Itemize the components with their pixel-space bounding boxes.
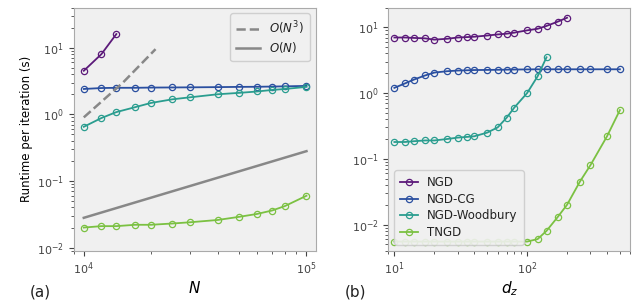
Y-axis label: Runtime per iteration (s): Runtime per iteration (s) [20,56,33,202]
X-axis label: $d_z$: $d_z$ [500,280,518,298]
$O(N^3)$ [152,47,159,51]
Legend: $O(N^3)$, $O(N)$: $O(N^3)$, $O(N)$ [230,14,310,61]
$O(N^3)$ [80,116,88,119]
Line: $O(N^3)$: $O(N^3)$ [84,49,156,117]
$O(N^3)$ [119,81,127,84]
X-axis label: $N$: $N$ [188,280,201,296]
Text: (b): (b) [345,285,366,300]
Legend: NGD, NGD-CG, NGD-Woodbury, TNGD: NGD, NGD-CG, NGD-Woodbury, TNGD [394,170,524,245]
Text: (a): (a) [30,285,51,300]
